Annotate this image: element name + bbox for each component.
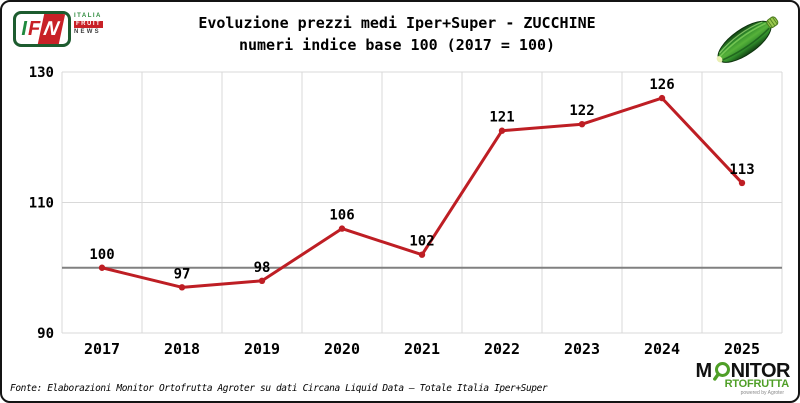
ifn-italia-label: ITALIA bbox=[74, 13, 102, 19]
ifn-fruit-label: FRUIT bbox=[74, 21, 104, 28]
ifn-letter-f: F bbox=[27, 18, 41, 40]
data-point bbox=[418, 251, 426, 258]
x-tick-label: 2025 bbox=[724, 340, 760, 358]
monitor-wordmark: M NITOR bbox=[674, 361, 790, 381]
title-line-2: numeri indice base 100 (2017 = 100) bbox=[238, 36, 556, 54]
chart-title: Evoluzione prezzi medi Iper+Super - ZUCC… bbox=[2, 12, 792, 56]
x-tick-label: 2017 bbox=[84, 340, 120, 358]
x-tick-label: 2018 bbox=[164, 340, 200, 358]
data-point bbox=[498, 127, 506, 134]
y-tick-label: 110 bbox=[29, 196, 54, 212]
x-tick-label: 2020 bbox=[324, 340, 360, 358]
x-tick-label: 2023 bbox=[564, 340, 600, 358]
x-tick-label: 2019 bbox=[244, 340, 280, 358]
italia-fruit-news-logo: I F N ITALIA FRUIT NEWS bbox=[13, 11, 104, 47]
data-point bbox=[338, 225, 346, 232]
monitor-nitor: NITOR bbox=[730, 360, 791, 382]
data-label: 102 bbox=[409, 234, 434, 250]
magnifier-icon bbox=[712, 361, 730, 381]
monitor-powered-by: powered by Agroter bbox=[740, 390, 784, 396]
data-label: 97 bbox=[174, 266, 191, 282]
source-note: Fonte: Elaborazioni Monitor Ortofrutta A… bbox=[10, 383, 548, 394]
ifn-logo-box: I F N bbox=[13, 11, 71, 47]
zucchini-icon bbox=[716, 16, 779, 63]
ifn-news-label: NEWS bbox=[74, 29, 101, 35]
data-label: 121 bbox=[489, 110, 514, 126]
data-point bbox=[98, 264, 106, 271]
data-label: 122 bbox=[569, 103, 594, 119]
data-point bbox=[178, 284, 186, 291]
title-line-1: Evoluzione prezzi medi Iper+Super - ZUCC… bbox=[198, 14, 596, 32]
ifn-wordmark: ITALIA FRUIT NEWS bbox=[74, 13, 104, 36]
line-chart: 130 110 90 100 2017 97 2018 98 2019 106 2020 102 202… bbox=[29, 65, 783, 358]
monitor-ortofrutta-logo: M NITOR RTOFRUTTA powered by Agroter bbox=[674, 361, 790, 396]
price-index-line bbox=[100, 96, 744, 289]
data-point bbox=[738, 179, 746, 187]
data-point bbox=[258, 277, 266, 284]
data-point bbox=[658, 94, 666, 102]
monitor-m: M bbox=[695, 360, 712, 382]
data-label: 100 bbox=[89, 247, 114, 263]
data-label: 126 bbox=[649, 77, 674, 93]
data-point bbox=[578, 121, 586, 128]
y-tick-label: 90 bbox=[37, 326, 54, 342]
data-label: 113 bbox=[729, 162, 754, 178]
data-label: 106 bbox=[329, 208, 354, 224]
ifn-letter-i: I bbox=[21, 18, 27, 40]
data-label: 98 bbox=[254, 260, 271, 276]
x-tick-label: 2024 bbox=[644, 340, 680, 358]
y-tick-label: 130 bbox=[29, 65, 54, 81]
x-tick-label: 2021 bbox=[404, 340, 440, 358]
monitor-rtofrutta: RTOFRUTTA bbox=[724, 378, 790, 390]
x-tick-label: 2022 bbox=[484, 340, 520, 358]
